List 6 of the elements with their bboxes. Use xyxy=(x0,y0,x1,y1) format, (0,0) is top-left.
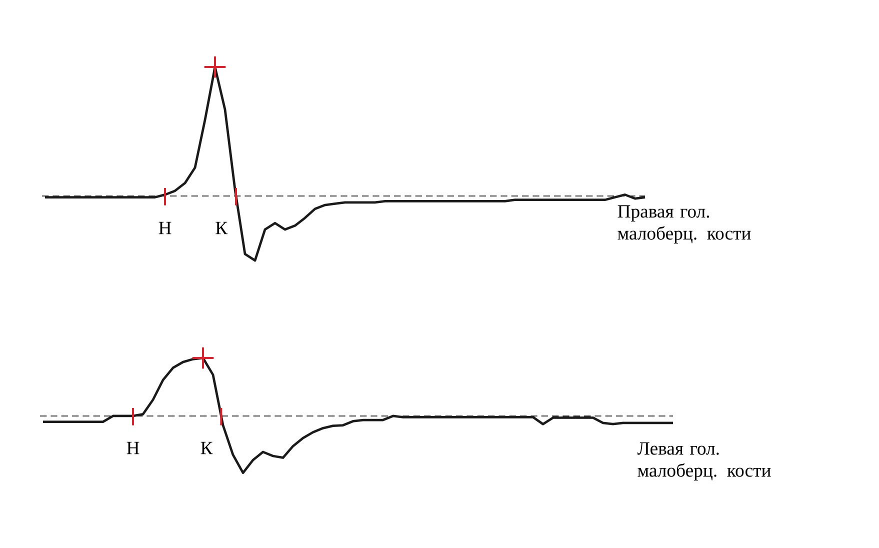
annotation: Н xyxy=(158,222,172,234)
annotation: К xyxy=(200,442,213,454)
annotation: Н xyxy=(126,442,140,454)
annotation: К xyxy=(216,222,228,234)
series-label: Левая гол. малоберц. кости xyxy=(637,442,771,481)
series-label: Правая гол. малоберц. кости xyxy=(618,205,751,244)
